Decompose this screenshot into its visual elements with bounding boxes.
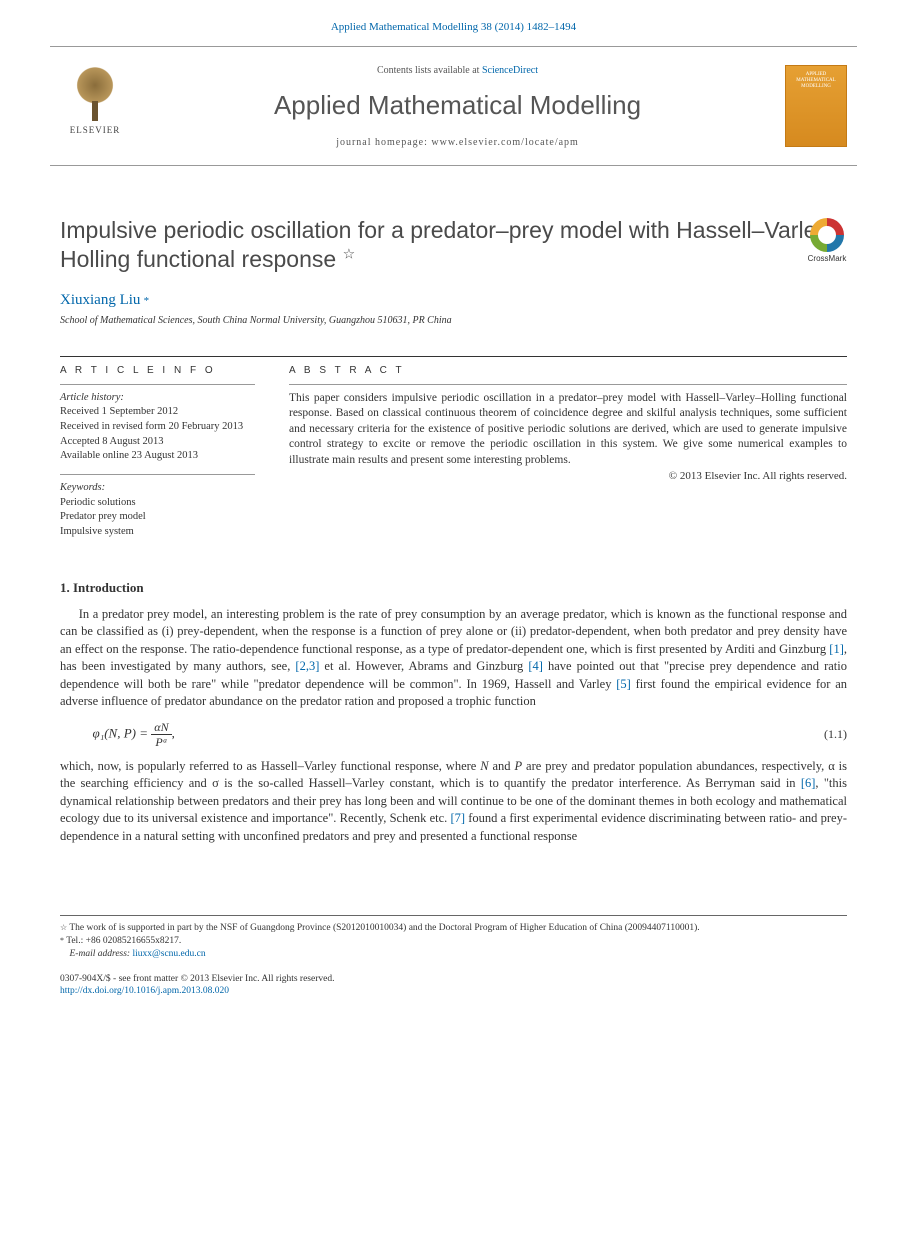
info-abstract-row: A R T I C L E I N F O Article history: R… bbox=[60, 356, 847, 540]
eq-comma: , bbox=[172, 725, 175, 740]
elsevier-tree-icon bbox=[70, 66, 120, 121]
p2-a: which, now, is popularly referred to as … bbox=[60, 759, 480, 773]
front-matter-line: 0307-904X/$ - see front matter © 2013 El… bbox=[60, 973, 847, 986]
history-received: Received 1 September 2012 bbox=[60, 405, 255, 420]
email-label: E-mail address: bbox=[70, 949, 133, 959]
homepage-url[interactable]: www.elsevier.com/locate/apm bbox=[431, 137, 578, 148]
masthead-center: Contents lists available at ScienceDirec… bbox=[130, 65, 785, 148]
equation-expr: φ₁(N, P) = αNPᵃ, bbox=[93, 721, 825, 748]
fraction-numerator: αN bbox=[151, 721, 171, 735]
cover-title: APPLIED MATHEMATICAL MODELLING bbox=[786, 66, 846, 90]
email-link[interactable]: liuxx@scnu.edu.cn bbox=[132, 949, 205, 959]
ref-link-5[interactable]: [5] bbox=[616, 677, 631, 691]
ref-link-4[interactable]: [4] bbox=[528, 659, 543, 673]
crossmark-badge[interactable]: CrossMark bbox=[803, 218, 851, 266]
corresponding-marker: * bbox=[144, 295, 150, 307]
affiliation: School of Mathematical Sciences, South C… bbox=[60, 315, 847, 326]
keyword-2: Predator prey model bbox=[60, 510, 255, 525]
article-info-label: A R T I C L E I N F O bbox=[60, 357, 255, 384]
funding-footnote: ☆ The work of is supported in part by th… bbox=[68, 922, 847, 935]
equation-number: (1.1) bbox=[824, 727, 847, 742]
abstract-column: A B S T R A C T This paper considers imp… bbox=[275, 356, 847, 540]
history-revised: Received in revised form 20 February 201… bbox=[60, 420, 255, 435]
keyword-3: Impulsive system bbox=[60, 525, 255, 540]
article-title: Impulsive periodic oscillation for a pre… bbox=[60, 216, 847, 274]
history-accepted: Accepted 8 August 2013 bbox=[60, 435, 255, 450]
title-footnote-marker: ☆ bbox=[343, 245, 356, 261]
article-history: Article history: Received 1 September 20… bbox=[60, 384, 255, 464]
p1-c: et al. However, Abrams and Ginzburg bbox=[319, 659, 528, 673]
equation-1-1: φ₁(N, P) = αNPᵃ, (1.1) bbox=[93, 721, 848, 748]
crossmark-icon bbox=[810, 218, 844, 252]
homepage-prefix: journal homepage: bbox=[336, 137, 431, 148]
funding-text: The work of is supported in part by the … bbox=[67, 923, 699, 933]
tel-footnote: * Tel.: +86 02085216655x8217. bbox=[68, 935, 847, 948]
ref-link-7[interactable]: [7] bbox=[450, 811, 465, 825]
ref-link-6[interactable]: [6] bbox=[801, 776, 816, 790]
title-block: Impulsive periodic oscillation for a pre… bbox=[60, 216, 847, 274]
contents-prefix: Contents lists available at bbox=[377, 65, 482, 76]
intro-paragraph-2: which, now, is popularly referred to as … bbox=[60, 758, 847, 846]
footnotes: ☆ The work of is supported in part by th… bbox=[60, 915, 847, 960]
sciencedirect-link[interactable]: ScienceDirect bbox=[482, 65, 538, 76]
p1-a: In a predator prey model, an interesting… bbox=[60, 607, 847, 656]
fraction: αNPᵃ bbox=[151, 721, 171, 748]
citation-line: Applied Mathematical Modelling 38 (2014)… bbox=[331, 21, 576, 33]
ref-link-2-3[interactable]: [2,3] bbox=[295, 659, 319, 673]
tel-text: Tel.: +86 02085216655x8217. bbox=[64, 936, 181, 946]
intro-paragraph-1: In a predator prey model, an interesting… bbox=[60, 606, 847, 711]
page-header: Applied Mathematical Modelling 38 (2014)… bbox=[0, 0, 907, 40]
doi-link[interactable]: http://dx.doi.org/10.1016/j.apm.2013.08.… bbox=[60, 986, 229, 996]
author-name[interactable]: Xiuxiang Liu bbox=[60, 292, 140, 308]
homepage-line: journal homepage: www.elsevier.com/locat… bbox=[130, 137, 785, 148]
keyword-1: Periodic solutions bbox=[60, 496, 255, 511]
elsevier-logo: ELSEVIER bbox=[60, 66, 130, 146]
keywords-block: Keywords: Periodic solutions Predator pr… bbox=[60, 474, 255, 540]
abstract-copyright: © 2013 Elsevier Inc. All rights reserved… bbox=[289, 470, 847, 482]
keywords-head: Keywords: bbox=[60, 481, 255, 496]
journal-name: Applied Mathematical Modelling bbox=[130, 90, 785, 121]
contents-available-line: Contents lists available at ScienceDirec… bbox=[130, 65, 785, 76]
history-head: Article history: bbox=[60, 391, 255, 406]
body-content: 1. Introduction In a predator prey model… bbox=[60, 580, 847, 846]
abstract-label: A B S T R A C T bbox=[289, 357, 847, 384]
ref-link-1[interactable]: [1] bbox=[829, 642, 844, 656]
var-N: N bbox=[480, 759, 488, 773]
eq-lhs: φ₁(N, P) = bbox=[93, 725, 152, 740]
abstract-text: This paper considers impulsive periodic … bbox=[289, 384, 847, 469]
journal-cover-thumbnail: APPLIED MATHEMATICAL MODELLING bbox=[785, 65, 847, 147]
p2-b: and bbox=[489, 759, 515, 773]
bottom-info: 0307-904X/$ - see front matter © 2013 El… bbox=[60, 973, 847, 999]
article-info-column: A R T I C L E I N F O Article history: R… bbox=[60, 356, 275, 540]
history-online: Available online 23 August 2013 bbox=[60, 449, 255, 464]
title-text: Impulsive periodic oscillation for a pre… bbox=[60, 217, 841, 272]
fraction-denominator: Pᵃ bbox=[151, 735, 171, 748]
email-footnote: E-mail address: liuxx@scnu.edu.cn bbox=[60, 948, 847, 961]
publisher-name: ELSEVIER bbox=[70, 125, 121, 135]
section-1-heading: 1. Introduction bbox=[60, 580, 847, 596]
masthead: ELSEVIER Contents lists available at Sci… bbox=[50, 46, 857, 166]
crossmark-label: CrossMark bbox=[803, 254, 851, 263]
var-P: P bbox=[514, 759, 522, 773]
authors-block: Xiuxiang Liu * bbox=[60, 292, 847, 309]
